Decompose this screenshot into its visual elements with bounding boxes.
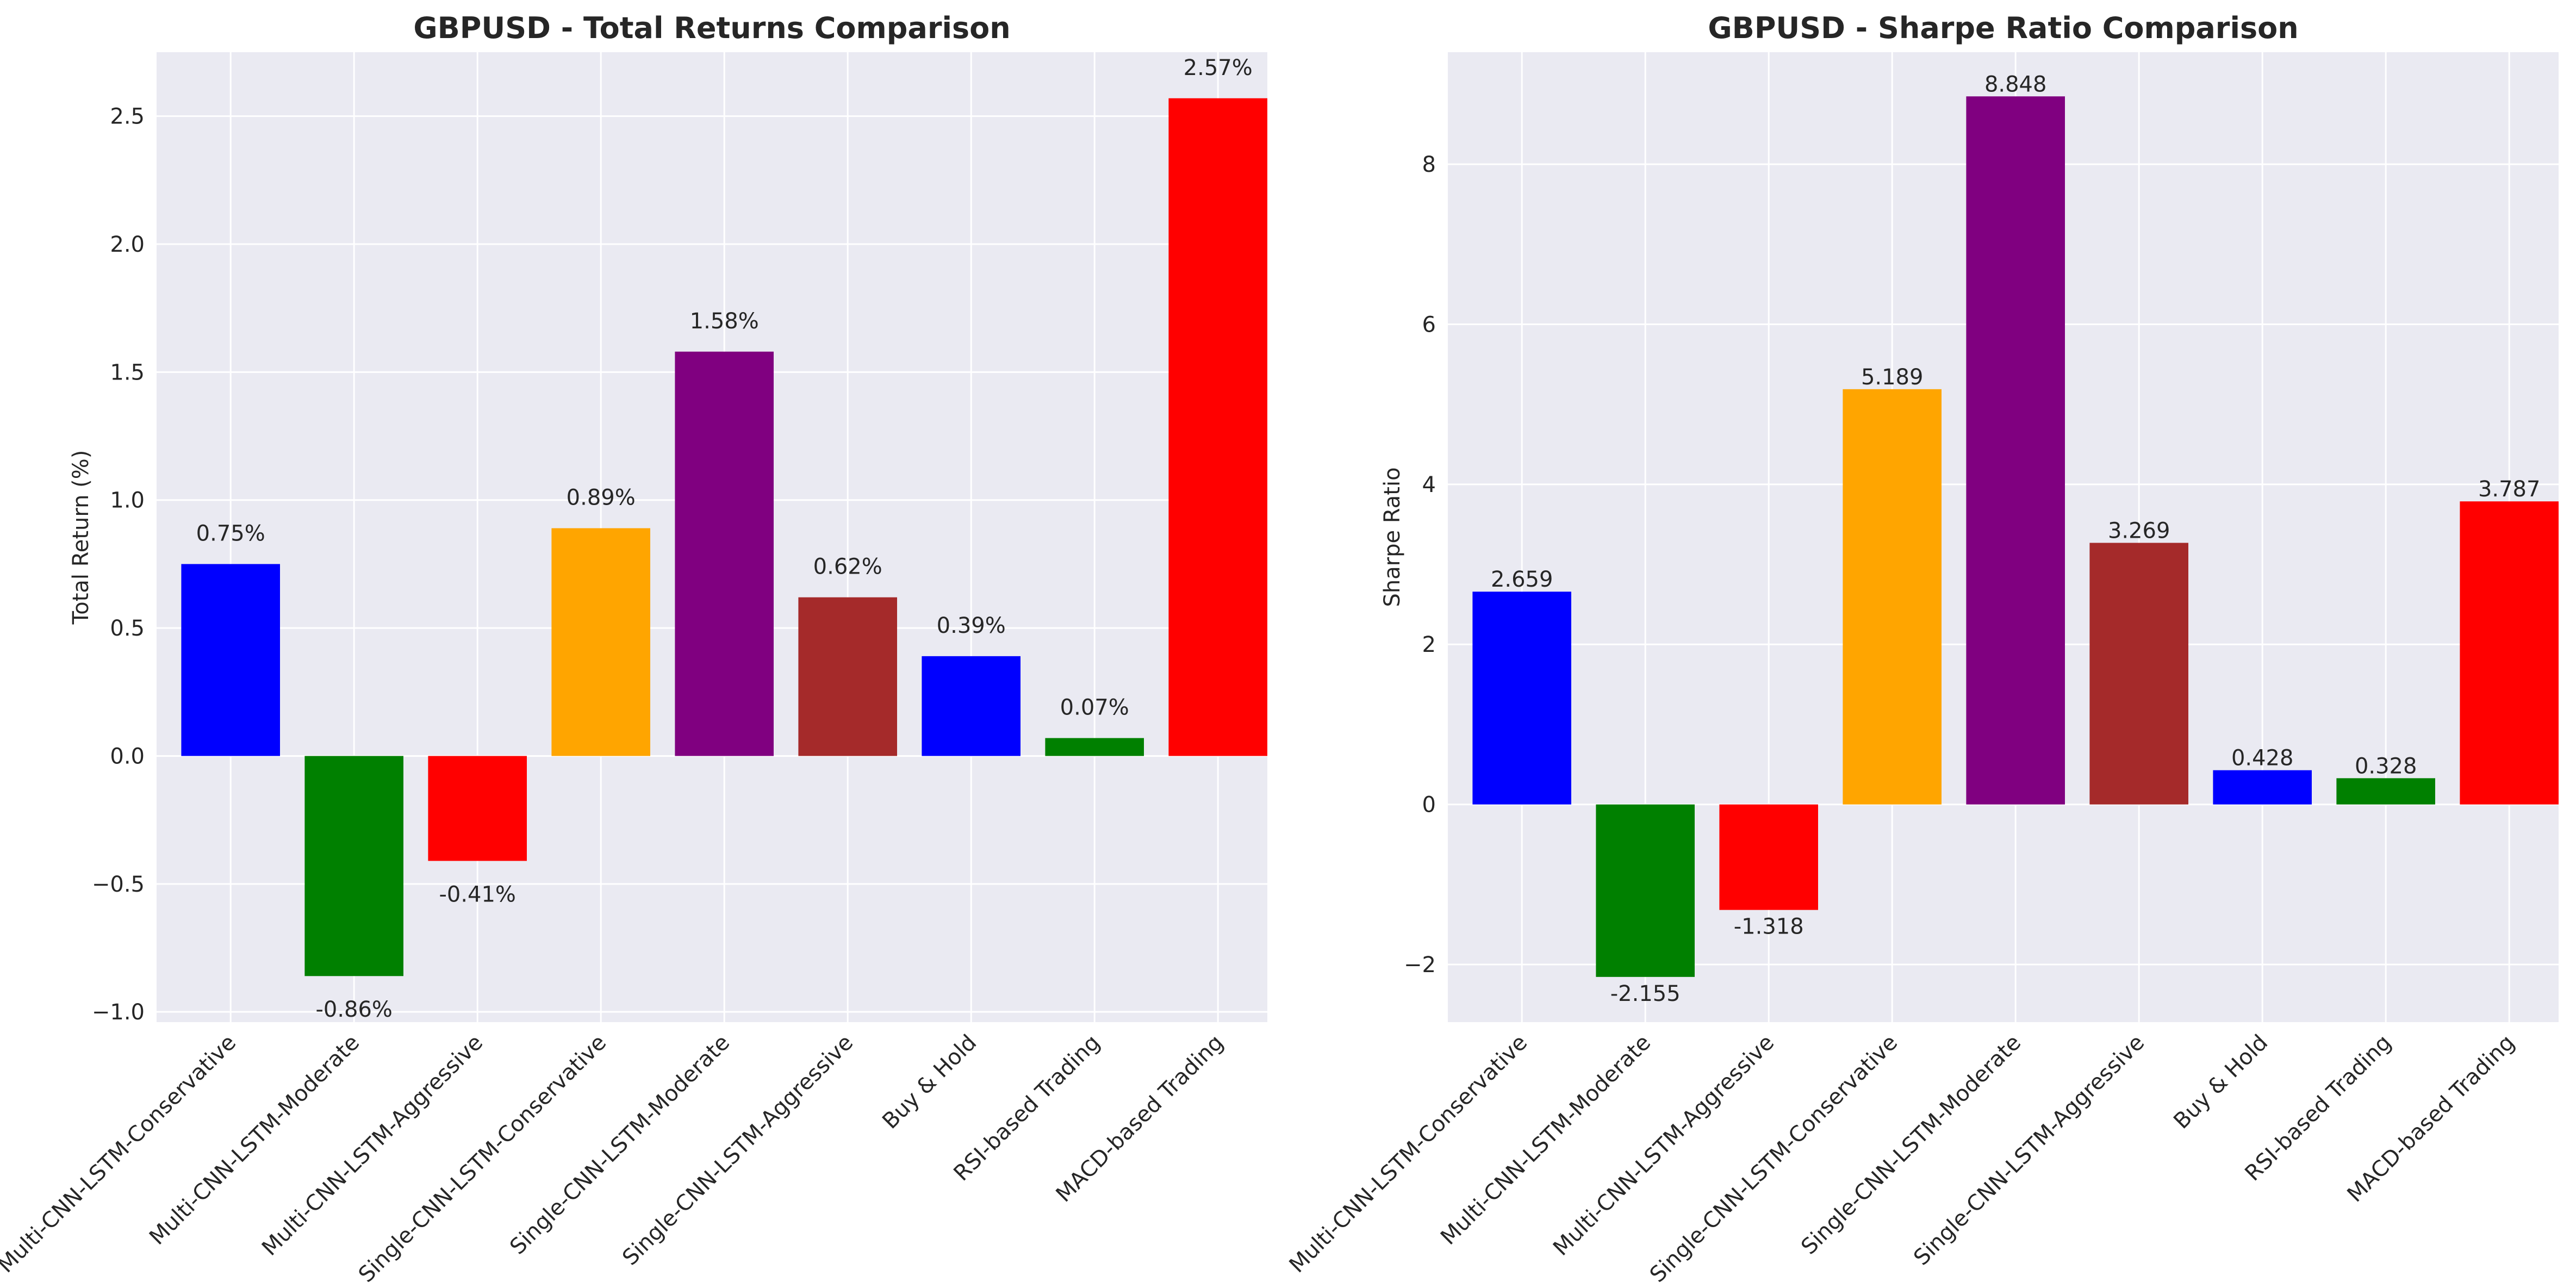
returns-bar [428, 756, 527, 861]
returns-value-label: 0.07% [1060, 695, 1129, 720]
returns-value-labels: 0.75% -0.86% -0.41% 0.89% 1.58% 0.62% 0.39% 0.0… [196, 55, 1253, 1022]
sharpe-value-labels: 2.659 -2.155 -1.318 5.189 8.848 3.269 0.428 0.3… [1491, 72, 2541, 1006]
returns-y-tick-label: 0.5 [110, 616, 145, 641]
sharpe-bars [1472, 96, 2559, 977]
returns-y-tick-label: 0.0 [110, 744, 145, 769]
returns-bar [551, 528, 650, 756]
returns-y-axis-label: Total Return (%) [69, 450, 94, 625]
returns-y-ticks: −1.0 −0.5 0.0 0.5 1.0 1.5 2.0 2.5 [92, 104, 145, 1025]
sharpe-value-label: 5.189 [1861, 365, 1924, 390]
sharpe-value-label: 3.269 [2108, 518, 2170, 543]
sharpe-y-ticks: −2 0 2 4 6 8 [1404, 152, 1436, 978]
returns-bars [181, 98, 1267, 976]
sharpe-bar [1719, 804, 1818, 910]
sharpe-value-label: 0.428 [2231, 746, 2294, 771]
returns-value-label: -0.41% [439, 882, 516, 907]
returns-bar [1168, 98, 1267, 756]
returns-bar [922, 656, 1021, 756]
returns-y-tick-label: 2.0 [110, 232, 145, 257]
sharpe-y-tick-label: 6 [1422, 312, 1436, 337]
returns-y-tick-label: −0.5 [92, 872, 145, 897]
sharpe-bar [1596, 804, 1695, 977]
sharpe-y-axis-label: Sharpe Ratio [1380, 467, 1405, 607]
returns-value-label: 2.57% [1184, 55, 1253, 80]
returns-bar [798, 597, 897, 756]
sharpe-value-label: 2.659 [1491, 567, 1553, 592]
sharpe-y-tick-label: 0 [1422, 793, 1436, 818]
returns-bar [304, 756, 403, 976]
sharpe-value-label: -2.155 [1610, 981, 1681, 1006]
sharpe-value-label: 0.328 [2355, 754, 2417, 779]
returns-value-label: 0.75% [196, 521, 265, 546]
returns-y-tick-label: 2.5 [110, 104, 145, 129]
returns-value-label: 0.39% [937, 613, 1006, 638]
returns-value-label: 1.58% [690, 309, 759, 334]
sharpe-y-tick-label: 4 [1422, 472, 1436, 497]
sharpe-bar [2213, 770, 2312, 805]
returns-chart-title: GBPUSD - Total Returns Comparison [413, 11, 1010, 45]
returns-y-tick-label: 1.5 [110, 360, 145, 385]
returns-y-tick-label: 1.0 [110, 488, 145, 513]
returns-value-label: 0.62% [813, 555, 882, 580]
sharpe-y-tick-label: −2 [1404, 953, 1436, 978]
returns-bar [181, 564, 280, 756]
sharpe-bar [1472, 592, 1571, 805]
returns-bar [1045, 738, 1144, 756]
sharpe-value-label: 3.787 [2478, 477, 2541, 502]
returns-value-label: -0.86% [315, 997, 393, 1022]
sharpe-bar [2460, 501, 2559, 805]
sharpe-bar [2089, 543, 2188, 805]
sharpe-y-tick-label: 8 [1422, 152, 1436, 177]
sharpe-bar [2336, 778, 2435, 805]
sharpe-y-tick-label: 2 [1422, 632, 1436, 657]
sharpe-chart-title: GBPUSD - Sharpe Ratio Comparison [1708, 11, 2298, 45]
sharpe-value-label: -1.318 [1734, 914, 1804, 939]
sharpe-value-label: 8.848 [1984, 72, 2047, 97]
sharpe-bar [1843, 389, 1942, 805]
returns-y-tick-label: −1.0 [92, 1000, 145, 1025]
returns-value-label: 0.89% [567, 486, 636, 511]
returns-bar [675, 351, 774, 756]
sharpe-bar [1966, 96, 2065, 805]
